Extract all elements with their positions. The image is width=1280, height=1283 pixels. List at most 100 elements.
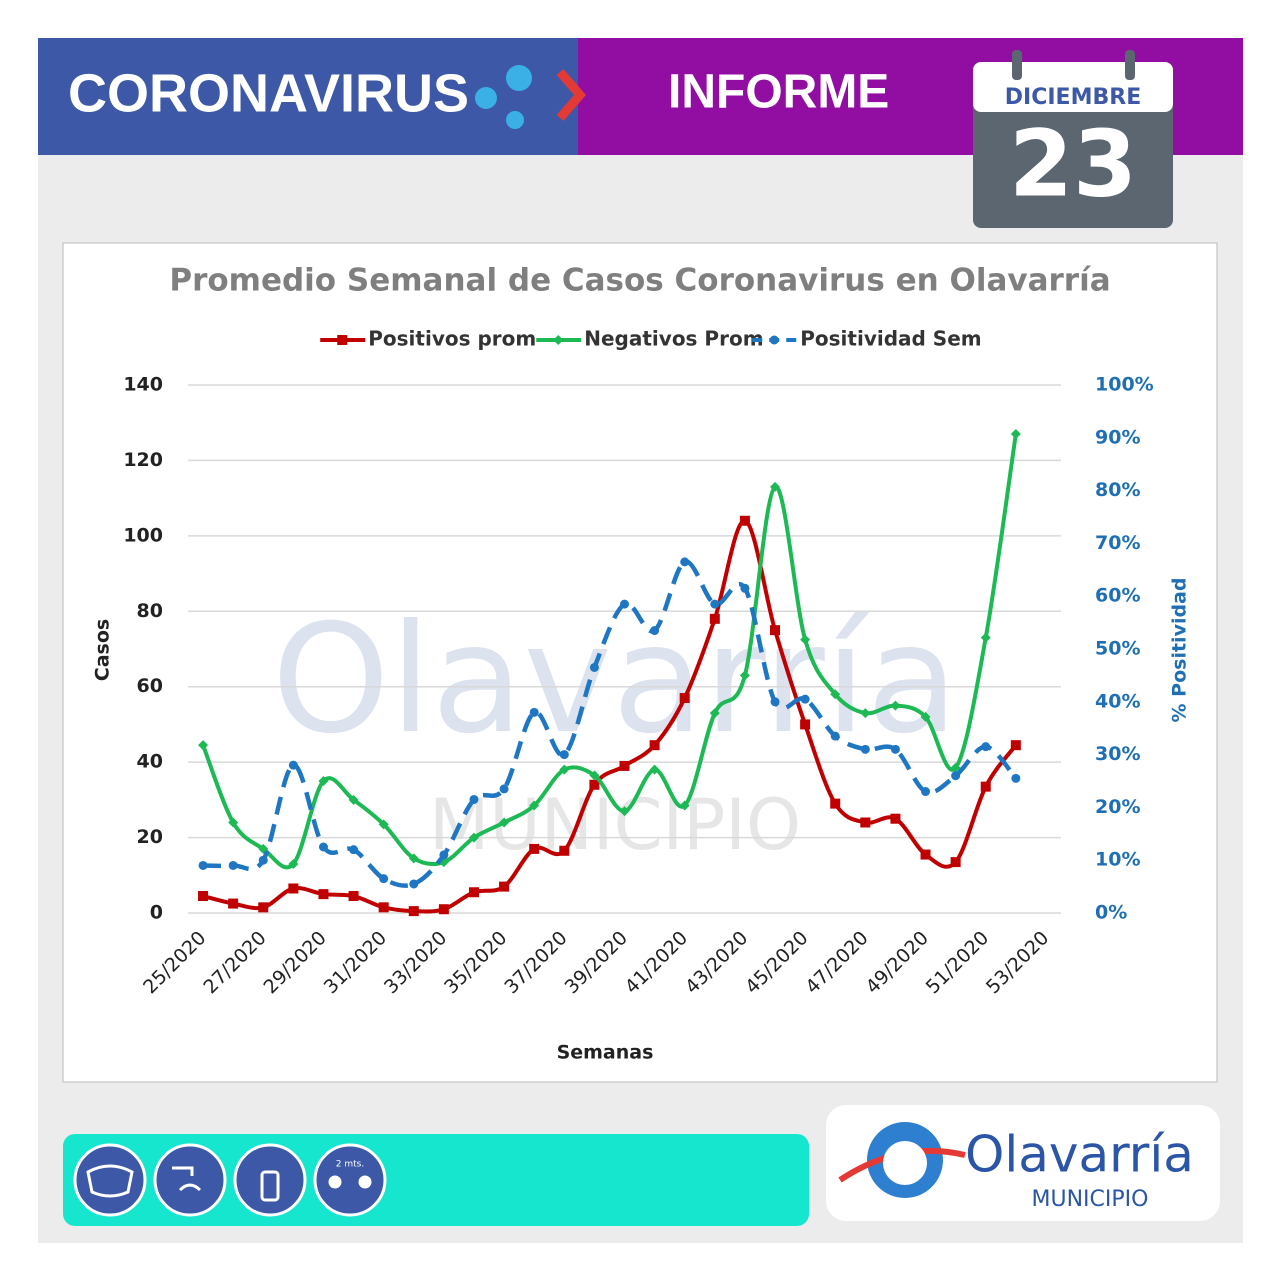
point-marker <box>920 711 931 722</box>
point-marker <box>378 819 389 830</box>
y2-tick-label: 40% <box>1095 690 1140 712</box>
y2-tick-label: 80% <box>1095 479 1140 501</box>
legend-label: Negativos Prom <box>584 327 763 351</box>
point-marker <box>349 845 359 855</box>
point-marker <box>559 845 570 856</box>
point-marker <box>408 853 419 864</box>
point-marker <box>649 740 660 751</box>
point-marker <box>709 708 720 719</box>
y-tick-label: 60 <box>137 675 163 697</box>
point-marker <box>409 879 419 889</box>
point-marker <box>468 887 479 898</box>
logo-name: Olavarría <box>965 1126 1194 1184</box>
point-marker <box>950 857 961 868</box>
point-marker <box>228 860 238 870</box>
point-marker <box>529 800 540 811</box>
y2-tick-label: 50% <box>1095 638 1140 660</box>
point-marker <box>499 881 510 892</box>
point-marker <box>770 697 780 707</box>
point-marker <box>709 613 720 624</box>
point-marker <box>529 843 540 854</box>
legend-label: Positividad Sem <box>800 327 981 351</box>
point-marker <box>258 855 268 865</box>
point-marker <box>469 794 479 804</box>
legend-marker <box>337 335 348 345</box>
point-marker <box>559 750 569 760</box>
virus-icons <box>475 65 586 129</box>
y-tick-label: 140 <box>123 374 163 396</box>
series-line <box>203 559 1018 888</box>
point-marker <box>318 889 329 900</box>
point-marker <box>348 794 359 805</box>
chart-frame <box>62 242 1218 1083</box>
point-marker <box>619 806 630 817</box>
point-marker <box>860 744 870 754</box>
point-marker <box>830 798 841 809</box>
point-marker <box>288 858 299 869</box>
point-marker <box>318 842 328 852</box>
point-marker <box>198 740 209 751</box>
point-marker <box>830 731 840 741</box>
point-marker <box>499 817 510 828</box>
y-tick-label: 100 <box>123 524 163 546</box>
y2-axis-title: % Positividad <box>1169 578 1191 723</box>
point-marker <box>318 776 329 786</box>
point-marker <box>920 849 931 860</box>
y2-tick-label: 60% <box>1095 585 1140 607</box>
point-marker <box>228 817 239 828</box>
point-marker <box>981 742 991 752</box>
point-marker <box>950 762 961 773</box>
point-marker <box>439 850 449 860</box>
point-marker <box>800 719 811 730</box>
point-marker <box>559 764 570 775</box>
prevention-icons <box>73 1143 387 1217</box>
point-marker <box>499 784 509 794</box>
header-title: CORONAVIRUS <box>68 63 469 123</box>
point-marker <box>288 883 299 894</box>
point-marker <box>679 800 690 811</box>
icon-label: 2 mts. <box>336 1160 364 1170</box>
point-marker <box>258 902 269 913</box>
point-marker <box>529 707 539 717</box>
y-tick-label: 80 <box>137 600 163 622</box>
point-marker <box>890 813 901 824</box>
point-marker <box>378 902 389 913</box>
point-marker <box>800 694 810 704</box>
legend-label: Positivos prom <box>368 327 536 351</box>
point-marker <box>288 760 298 770</box>
point-marker <box>770 625 781 636</box>
y-tick-label: 40 <box>137 751 163 773</box>
logo-sub: MUNICIPIO <box>1032 1187 1149 1212</box>
point-marker <box>860 708 871 719</box>
legend-marker <box>553 335 564 345</box>
point-marker <box>198 891 209 902</box>
y-axis-title: Casos <box>92 619 114 681</box>
x-axis-title: Semanas <box>557 1042 654 1064</box>
point-marker <box>980 781 991 792</box>
point-marker <box>739 515 750 526</box>
point-marker <box>589 662 599 672</box>
point-marker <box>860 817 871 828</box>
point-marker <box>438 904 449 915</box>
chart-title: Promedio Semanal de Casos Coronavirus en… <box>169 263 1110 299</box>
point-marker <box>468 832 479 843</box>
header-subtitle: INFORME <box>668 66 889 119</box>
point-marker <box>890 744 900 754</box>
point-marker <box>408 906 419 917</box>
logo-mark <box>838 1122 966 1198</box>
watermark-name: Olavarría <box>272 593 959 767</box>
point-marker <box>951 771 961 781</box>
y2-tick-label: 10% <box>1095 849 1140 871</box>
point-marker <box>348 891 359 902</box>
point-marker <box>830 689 841 700</box>
y2-tick-label: 90% <box>1095 426 1140 448</box>
point-marker <box>680 557 690 567</box>
legend-marker <box>769 335 779 345</box>
point-marker <box>1010 429 1021 440</box>
calendar-month: DICIEMBRE <box>1005 85 1141 110</box>
y-tick-label: 120 <box>123 449 163 471</box>
y2-tick-label: 70% <box>1095 532 1140 554</box>
point-marker <box>589 770 600 781</box>
calendar-day: 23 <box>1009 110 1137 217</box>
